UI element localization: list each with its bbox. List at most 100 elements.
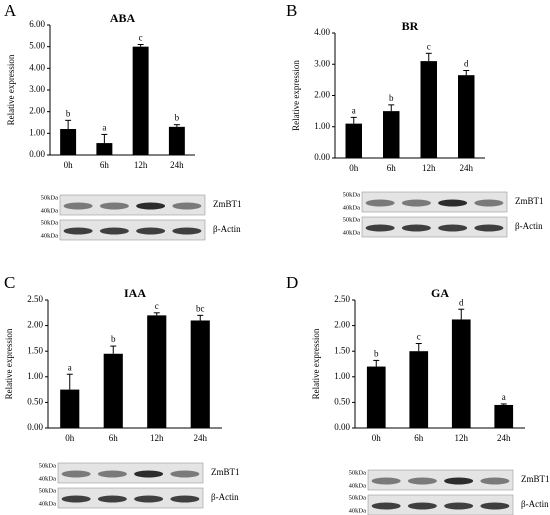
blot-band [61, 495, 91, 503]
blot-label: ZmBT1 [213, 199, 242, 209]
blot-band [371, 502, 401, 510]
bar [458, 75, 475, 158]
y-tick-label: 0.00 [29, 149, 45, 159]
significance-letter: a [68, 362, 72, 372]
y-tick-label: 0.00 [27, 422, 43, 432]
y-axis-label: Relative expression [6, 54, 16, 125]
chart-title: GA [431, 286, 449, 300]
y-tick-label: 1.00 [27, 371, 43, 381]
y-tick-label: 6.00 [29, 19, 45, 29]
y-tick-label: 4.00 [29, 62, 45, 72]
blot-band [170, 470, 200, 478]
x-tick-label: 24h [194, 433, 208, 443]
significance-letter: b [175, 113, 180, 123]
x-tick-label: 12h [422, 163, 436, 173]
significance-letter: a [352, 105, 356, 115]
x-tick-label: 12h [134, 160, 148, 170]
blot [57, 462, 204, 484]
blot-band [172, 227, 202, 235]
bar [409, 351, 429, 428]
blot-band [474, 199, 504, 207]
blot [59, 219, 206, 241]
blot-band [444, 477, 474, 485]
blot [361, 216, 508, 238]
bar [190, 320, 210, 428]
bar [60, 129, 77, 155]
blot-label: β-Actin [211, 492, 239, 502]
blot-band [99, 227, 129, 235]
x-tick-label: 6h [100, 160, 110, 170]
x-tick-label: 24h [460, 163, 474, 173]
blot-label: ZmBT1 [521, 474, 550, 484]
blot-band [371, 477, 401, 485]
y-tick-label: 2.00 [29, 106, 45, 116]
blot-band [63, 202, 93, 210]
blot-marker: 50kDa [343, 216, 360, 223]
bar [168, 126, 185, 155]
significance-letter: b [389, 93, 394, 103]
y-axis-label: Relative expression [291, 60, 301, 131]
y-axis-label: Relative expression [4, 328, 14, 399]
blot-marker: 50kDa [41, 219, 58, 226]
y-tick-label: 2.00 [27, 320, 43, 330]
bar [60, 389, 80, 428]
blot [59, 194, 206, 216]
blot-band [134, 495, 164, 503]
blot-band [61, 470, 91, 478]
blot-marker: 40kDa [349, 507, 366, 514]
y-tick-label: 4.00 [314, 27, 330, 37]
bar [132, 46, 149, 155]
blot-marker: 40kDa [343, 229, 360, 236]
x-tick-label: 12h [150, 433, 164, 443]
y-tick-label: 1.50 [334, 345, 350, 355]
blot-marker: 50kDa [39, 462, 56, 469]
blot-band [134, 470, 164, 478]
bar [451, 319, 471, 428]
panel-letter: D [286, 273, 298, 292]
x-tick-label: 0h [349, 163, 359, 173]
blot-label: β-Actin [521, 499, 549, 509]
significance-letter: c [155, 301, 159, 311]
blot-label: ZmBT1 [211, 467, 240, 477]
x-tick-label: 12h [455, 433, 469, 443]
blot [57, 487, 204, 509]
panel-letter: A [4, 1, 17, 20]
significance-letter: c [427, 41, 431, 51]
blot-band [136, 202, 166, 210]
blot-marker: 50kDa [349, 469, 366, 476]
blot-band [136, 227, 166, 235]
y-tick-label: 2.00 [314, 90, 330, 100]
blot-band [97, 470, 127, 478]
y-tick-label: 3.00 [29, 84, 45, 94]
blot-marker: 50kDa [349, 494, 366, 501]
blot-band [97, 495, 127, 503]
significance-letter: c [139, 33, 143, 43]
y-tick-label: 2.50 [27, 294, 43, 304]
bar [103, 353, 123, 428]
blot-marker: 40kDa [39, 475, 56, 482]
significance-letter: a [102, 122, 106, 132]
x-tick-label: 6h [109, 433, 119, 443]
blot-band [172, 202, 202, 210]
x-tick-label: 0h [65, 433, 75, 443]
y-axis-label: Relative expression [311, 328, 321, 399]
blot-label: β-Actin [515, 221, 543, 231]
blot-marker: 50kDa [39, 487, 56, 494]
y-tick-label: 1.00 [334, 371, 350, 381]
y-tick-label: 3.00 [314, 58, 330, 68]
blot-label: ZmBT1 [515, 196, 544, 206]
y-tick-label: 0.00 [314, 152, 330, 162]
blot-marker: 50kDa [41, 194, 58, 201]
blot-band [63, 227, 93, 235]
x-tick-label: 0h [64, 160, 74, 170]
significance-letter: c [417, 332, 421, 342]
bar [345, 123, 362, 158]
significance-letter: b [111, 334, 116, 344]
y-tick-label: 2.00 [334, 320, 350, 330]
y-tick-label: 2.50 [334, 294, 350, 304]
blot-marker: 40kDa [39, 500, 56, 507]
blot-band [444, 502, 474, 510]
blot-band [99, 202, 129, 210]
blot-band [401, 224, 431, 232]
significance-letter: bc [196, 303, 205, 313]
